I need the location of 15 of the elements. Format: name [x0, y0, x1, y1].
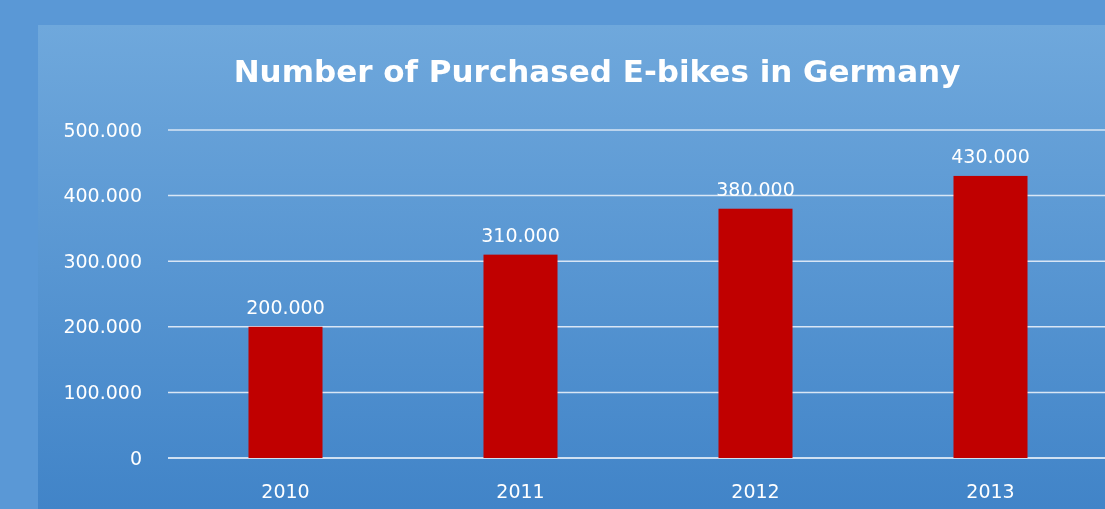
x-tick-label: 2013 — [966, 480, 1015, 502]
x-tick-label: 2012 — [731, 480, 780, 502]
y-tick-label: 0 — [129, 446, 142, 469]
y-tick-label: 100.000 — [63, 381, 142, 404]
y-tick-label: 400.000 — [63, 184, 142, 207]
data-label: 310.000 — [481, 223, 560, 246]
chart-title: Number of Purchased E-bikes in Germany — [233, 53, 961, 89]
data-label: 380.000 — [716, 177, 795, 200]
y-tick-label: 500.000 — [63, 118, 142, 141]
y-tick-label: 300.000 — [63, 249, 142, 272]
x-tick-label: 2011 — [496, 480, 545, 502]
data-label: 430.000 — [951, 144, 1030, 167]
data-label: 200.000 — [246, 295, 325, 318]
y-tick-label: 200.000 — [63, 315, 142, 338]
x-tick-label: 2010 — [261, 480, 310, 502]
